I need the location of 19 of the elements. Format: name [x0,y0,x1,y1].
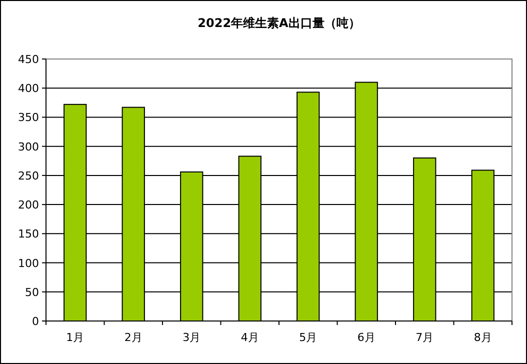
x-tick-label: 3月 [182,331,201,344]
x-tick-label: 7月 [416,331,434,344]
y-tick-label: 300 [18,140,39,154]
y-tick-label: 450 [18,53,39,66]
y-tick-label: 250 [18,169,39,182]
y-tick-label: 400 [18,82,39,96]
y-tick-label: 350 [18,111,39,124]
y-tick-label: 200 [18,198,39,212]
x-tick-label: 4月 [240,331,259,344]
chart-title: 2022年维生素A出口量（吨） [198,16,360,30]
x-tick-label: 2月 [124,331,142,344]
x-tick-label: 8月 [474,331,492,344]
x-tick-label: 1月 [66,331,84,344]
y-tick-label: 0 [32,315,39,328]
x-tick-label: 6月 [357,331,376,344]
y-tick-label: 150 [18,228,39,241]
x-tick-label: 5月 [299,331,318,344]
y-tick-label: 50 [25,286,39,299]
y-tick-label: 100 [18,256,39,270]
